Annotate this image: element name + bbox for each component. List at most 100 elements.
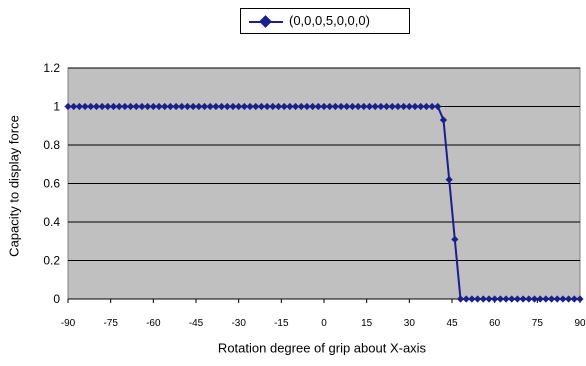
data-point: [485, 295, 493, 303]
y-tick-label: 0.6: [43, 177, 60, 191]
data-point: [172, 102, 180, 111]
y-tick-label: 0.8: [43, 138, 60, 152]
x-tick-label: 60: [489, 318, 501, 329]
data-point: [394, 102, 402, 111]
legend: (0,0,0,5,0,0,0): [240, 8, 410, 34]
y-tick-label: 1.2: [43, 61, 60, 75]
x-tick-label: 0: [321, 318, 327, 329]
data-point: [223, 102, 231, 111]
data-point: [138, 102, 146, 111]
data-point: [439, 116, 448, 124]
data-point: [519, 295, 527, 303]
data-point: [479, 295, 487, 303]
data-point: [542, 295, 550, 303]
y-tick-label: 0.2: [43, 254, 60, 268]
data-point: [331, 102, 339, 111]
data-point: [206, 102, 214, 111]
data-point: [553, 295, 561, 303]
data-point: [144, 102, 152, 111]
data-point: [81, 102, 89, 111]
data-point: [235, 102, 243, 111]
data-point: [155, 102, 163, 111]
data-point: [360, 102, 368, 111]
data-point: [161, 102, 169, 111]
data-point: [326, 102, 334, 111]
data-point: [405, 102, 413, 111]
x-axis-label: Rotation degree of grip about X-axis: [217, 340, 427, 356]
data-point: [565, 295, 573, 303]
data-point: [126, 102, 135, 111]
data-point: [314, 102, 322, 111]
data-point: [348, 102, 357, 111]
x-tick-label: 45: [446, 318, 458, 329]
data-point: [64, 102, 72, 111]
data-point: [246, 102, 254, 111]
data-point: [343, 102, 351, 111]
data-point: [121, 102, 129, 111]
data-point: [508, 295, 516, 303]
data-point: [320, 102, 328, 111]
data-point: [291, 102, 300, 111]
data-point: [422, 102, 430, 111]
data-point: [240, 102, 248, 111]
data-point: [547, 295, 556, 303]
data-point: [104, 102, 112, 111]
data-point: [400, 102, 408, 111]
data-point: [570, 295, 578, 303]
data-point: [377, 102, 385, 111]
data-point: [496, 295, 504, 303]
data-point: [337, 102, 345, 111]
legend-marker-icon: [259, 15, 272, 28]
data-point: [109, 102, 118, 111]
data-point: [178, 102, 186, 111]
data-point: [388, 102, 396, 111]
data-point: [576, 295, 584, 303]
data-point: [263, 102, 271, 111]
x-tick-label: -90: [61, 318, 76, 329]
data-point: [456, 295, 465, 303]
data-point: [530, 295, 539, 303]
data-point: [229, 102, 237, 111]
y-axis-label: Capacity to display force: [6, 115, 22, 257]
data-point: [189, 102, 197, 111]
x-tick-label: 90: [574, 318, 586, 329]
data-point: [75, 102, 83, 111]
data-point: [536, 295, 544, 303]
x-tick-label: -60: [146, 318, 161, 329]
data-point: [286, 102, 294, 111]
data-point: [166, 102, 174, 111]
data-point: [212, 102, 220, 111]
data-point: [98, 102, 106, 111]
data-point: [303, 102, 311, 111]
legend-label: (0,0,0,5,0,0,0): [289, 13, 370, 28]
data-point: [462, 295, 470, 303]
data-point: [434, 102, 442, 111]
data-point: [115, 102, 123, 111]
data-point: [382, 102, 391, 111]
data-point: [149, 102, 157, 111]
data-point: [411, 102, 419, 111]
y-tick-label: 1: [53, 100, 60, 114]
x-tick-label: -45: [189, 318, 204, 329]
x-tick-label: 15: [361, 318, 373, 329]
data-point: [200, 102, 209, 111]
y-tick-label: 0: [53, 292, 60, 306]
data-point: [195, 102, 203, 111]
x-tick-label: 75: [532, 318, 544, 329]
data-point: [428, 102, 436, 111]
data-point: [513, 295, 522, 303]
data-point: [218, 102, 226, 111]
data-point: [309, 102, 317, 111]
data-point: [525, 295, 533, 303]
data-point: [70, 102, 78, 111]
data-point: [92, 102, 101, 111]
x-tick-label: -15: [274, 318, 289, 329]
data-point: [491, 295, 499, 303]
data-point: [269, 102, 277, 111]
data-point: [474, 295, 482, 303]
data-point: [132, 102, 140, 111]
data-point: [365, 102, 374, 111]
data-point: [183, 102, 192, 111]
